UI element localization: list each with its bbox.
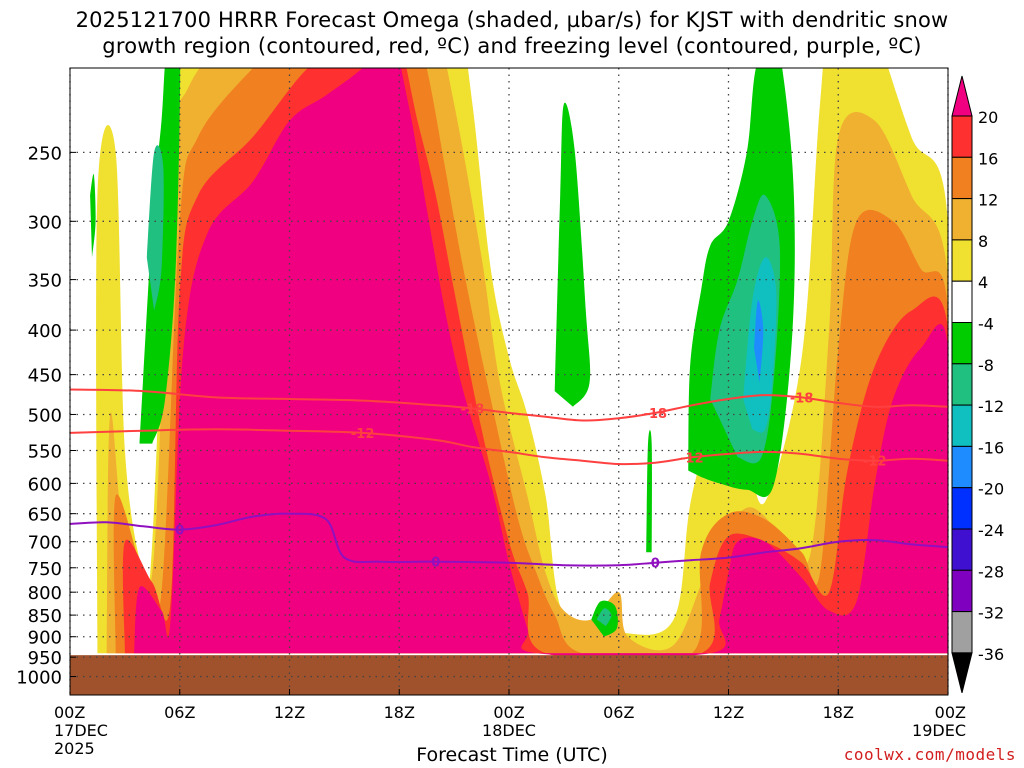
colorbar-swatch — [951, 115, 973, 158]
x-tick-label: 12Z — [713, 703, 744, 722]
colorbar-label: -28 — [978, 562, 1004, 581]
x-tick-label: 06Z — [164, 703, 195, 722]
x-tick-label: 00Z — [493, 703, 524, 722]
shaded-omega-layer — [90, 68, 948, 663]
terrain-layer — [70, 655, 948, 695]
omega-shaded-region — [90, 173, 96, 258]
x-tick-label: 00Z — [935, 703, 966, 722]
colorbar-swatch — [951, 280, 973, 324]
y-tick-label: 650 — [28, 505, 62, 526]
freezing-level-contour-label: 0 — [431, 556, 440, 571]
omega-shaded-region — [754, 300, 764, 383]
colorbar-label: 20 — [978, 108, 998, 127]
y-tick-label: 250 — [28, 143, 62, 164]
y-axis: 2503003504004505005506006507007508008509… — [16, 143, 76, 689]
colorbar-swatch — [951, 487, 973, 530]
omega-shaded-region — [146, 145, 164, 311]
y-tick-label: 600 — [28, 474, 62, 495]
colorbar: 20 16 12 8 4 -4 -8 -12 -16 -20 -24 -28 -32 -36 — [951, 75, 1004, 694]
y-tick-label: 1000 — [16, 668, 62, 689]
colorbar-top-arrow — [951, 75, 973, 117]
colorbar-swatch — [951, 528, 973, 571]
dgz-contour-minus12-label: -12 — [351, 427, 375, 442]
dgz-contour-minus18 — [70, 388, 948, 422]
freezing-level-contour-label: 0 — [651, 557, 660, 572]
x-tick-label: 06Z — [603, 703, 634, 722]
site-credit[interactable]: coolwx.com/models — [843, 745, 1016, 764]
x-tick-label: 12Z — [274, 703, 305, 722]
terrain-below-ground — [70, 655, 948, 695]
y-tick-label: 350 — [28, 271, 62, 292]
dgz-contour-minus12 — [70, 428, 948, 466]
colorbar-swatch — [951, 156, 973, 200]
colorbar-swatch — [951, 239, 973, 282]
freezing-level-contour-label: 0 — [175, 524, 184, 539]
colorbar-swatch — [951, 198, 973, 241]
colorbar-label: -4 — [978, 315, 994, 334]
y-tick-label: 500 — [28, 405, 62, 426]
y-tick-label: 300 — [28, 212, 62, 233]
colorbar-label: 16 — [978, 149, 998, 168]
colorbar-label: -8 — [978, 356, 994, 375]
colorbar-bottom-arrow — [951, 652, 973, 694]
y-tick-label: 950 — [28, 648, 62, 669]
y-tick-label: 400 — [28, 321, 62, 342]
y-tick-label: 450 — [28, 366, 62, 387]
x-tick-label: 00Z — [54, 703, 85, 722]
colorbar-swatch — [951, 445, 973, 489]
omega-shaded-region — [596, 608, 612, 627]
colorbar-swatch — [951, 322, 973, 365]
dgz-contour-minus12-label: -12 — [863, 455, 887, 470]
x-tick-date-label: 19DEC — [912, 721, 966, 740]
colorbar-swatch — [951, 404, 973, 447]
x-tick-date-label: 18DEC — [482, 721, 536, 740]
y-tick-label: 800 — [28, 583, 62, 604]
freezing-level-contour — [70, 512, 948, 567]
colorbar-swatch — [951, 363, 973, 406]
colorbar-label: 4 — [978, 273, 988, 292]
x-tick-label: 18Z — [384, 703, 415, 722]
dgz-contour-minus18-label: -18 — [644, 407, 668, 422]
colorbar-label: 8 — [978, 232, 988, 251]
y-tick-label: 900 — [28, 628, 62, 649]
y-tick-label: 750 — [28, 559, 62, 580]
omega-shaded-region — [134, 68, 948, 657]
colorbar-label: -36 — [978, 645, 1004, 664]
x-tick-date-label: 17DEC — [54, 721, 108, 740]
chart-title-line-2: growth region (contoured, red, ºC) and f… — [102, 34, 922, 58]
colorbar-label: 12 — [978, 191, 998, 210]
dgz-contour-minus18-label: -18 — [790, 391, 814, 406]
y-tick-label: 850 — [28, 606, 62, 627]
colorbar-label: -32 — [978, 604, 1004, 623]
omega-shaded-region — [554, 102, 591, 407]
y-tick-label: 550 — [28, 442, 62, 463]
colorbar-swatch — [951, 611, 973, 654]
colorbar-label: -24 — [978, 521, 1004, 540]
x-axis-title: Forecast Time (UTC) — [416, 744, 608, 766]
omega-shaded-region — [646, 429, 652, 553]
contour-layer: -18 -18 -18 -12 -12 -12 0 0 0 — [70, 388, 948, 572]
colorbar-label: -16 — [978, 438, 1004, 457]
x-tick-label: 18Z — [823, 703, 854, 722]
chart-title-line-1: 2025121700 HRRR Forecast Omega (shaded, … — [75, 8, 949, 32]
colorbar-label: -20 — [978, 480, 1004, 499]
dgz-contour-minus12-label: -12 — [680, 451, 704, 466]
y-tick-label: 700 — [28, 533, 62, 554]
dgz-contour-minus18-label: -18 — [461, 402, 485, 417]
colorbar-label: -12 — [978, 397, 1004, 416]
colorbar-swatch — [951, 569, 973, 613]
x-tick-year-label: 2025 — [54, 739, 95, 758]
